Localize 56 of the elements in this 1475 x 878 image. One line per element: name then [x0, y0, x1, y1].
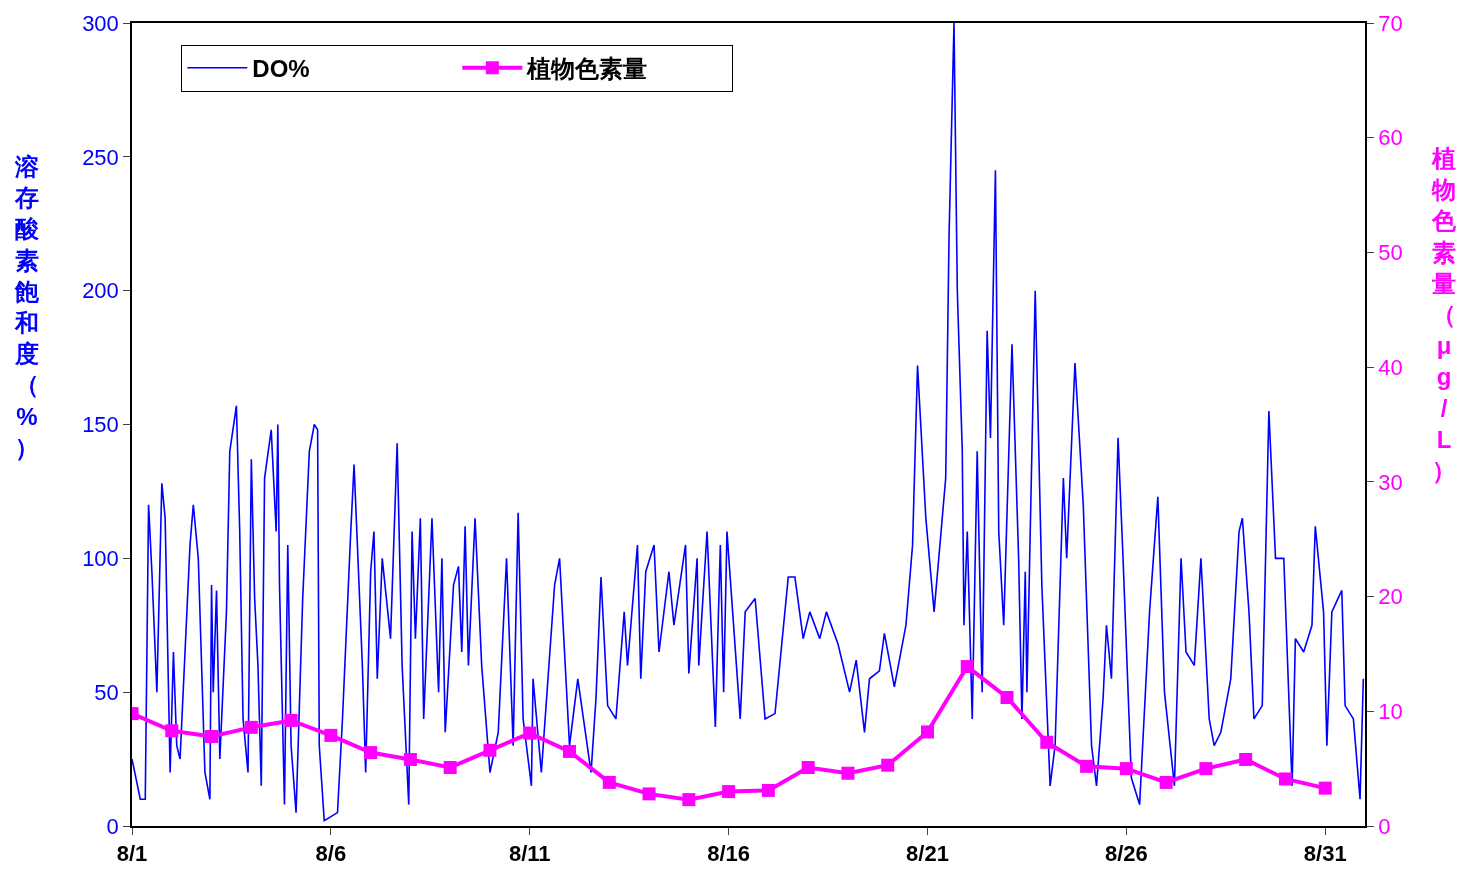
point: [841, 766, 855, 780]
point: [1199, 762, 1213, 776]
y2-tick-label: 20: [1378, 584, 1403, 610]
x-tick-label: 8/26: [1104, 841, 1148, 867]
x-tick-label: 8/6: [315, 841, 347, 867]
point: [761, 783, 775, 797]
y2-tick-label: 50: [1378, 240, 1403, 266]
point: [443, 761, 457, 774]
point: [244, 720, 258, 734]
point: [1000, 691, 1014, 705]
point: [682, 793, 696, 807]
y-tick-label: 250: [82, 144, 119, 170]
point: [602, 775, 616, 789]
point: [1119, 762, 1133, 776]
point: [642, 787, 656, 801]
y-tick-label: 0: [106, 813, 119, 839]
y2-tick-label: 0: [1378, 813, 1391, 839]
y2-tick-label: 30: [1378, 469, 1403, 495]
point: [920, 725, 934, 739]
y2-tick-label: 10: [1378, 698, 1403, 724]
y2-tick-label: 40: [1378, 354, 1403, 380]
legend-label: 植物色素量: [526, 55, 648, 83]
point: [324, 728, 338, 742]
point: [960, 660, 974, 674]
point: [1239, 752, 1253, 766]
point: [881, 758, 895, 772]
x-tick-label: 8/11: [508, 841, 551, 867]
text: 植物色素量（μg/L）: [1432, 145, 1456, 484]
text: 溶存酸素飽和度（%）: [15, 153, 39, 461]
point: [284, 713, 298, 727]
point: [1278, 772, 1292, 786]
y-tick-label: 150: [82, 412, 119, 438]
point: [1080, 759, 1094, 773]
point: [801, 761, 815, 774]
point: [364, 746, 378, 760]
y2-tick-label: 60: [1378, 125, 1403, 151]
y2-tick-label: 70: [1378, 10, 1403, 36]
x-tick-label: 8/16: [707, 841, 751, 867]
x-tick-label: 8/1: [116, 841, 148, 867]
point: [523, 726, 537, 740]
x-tick-label: 8/31: [1303, 841, 1347, 867]
point: [403, 752, 417, 766]
y-tick-label: 50: [94, 679, 119, 705]
point: [1318, 781, 1332, 795]
point: [1159, 775, 1173, 789]
y-tick-label: 100: [82, 546, 119, 572]
point: [722, 785, 736, 799]
point: [165, 724, 179, 738]
point: [205, 730, 219, 744]
x-tick-label: 8/21: [906, 841, 949, 867]
point: [483, 743, 497, 757]
y-tick-label: 200: [82, 278, 119, 304]
point: [563, 744, 577, 758]
legend-label: DO%: [252, 55, 310, 83]
y-tick-label: 300: [82, 10, 119, 36]
point: [1040, 735, 1054, 749]
